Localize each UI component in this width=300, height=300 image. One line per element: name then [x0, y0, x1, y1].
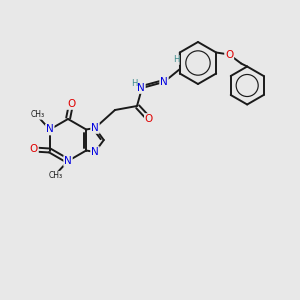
Text: O: O: [225, 50, 233, 59]
Text: N: N: [160, 77, 168, 87]
Text: CH₃: CH₃: [49, 172, 63, 181]
Text: CH₃: CH₃: [31, 110, 45, 119]
Text: N: N: [91, 147, 99, 157]
Text: H: H: [173, 56, 179, 64]
Text: N: N: [91, 123, 99, 133]
Text: O: O: [145, 114, 153, 124]
Text: H: H: [131, 80, 137, 88]
Text: N: N: [137, 83, 145, 93]
Text: N: N: [46, 124, 54, 134]
Text: O: O: [67, 99, 75, 109]
Text: N: N: [64, 156, 72, 166]
Text: O: O: [30, 145, 38, 154]
